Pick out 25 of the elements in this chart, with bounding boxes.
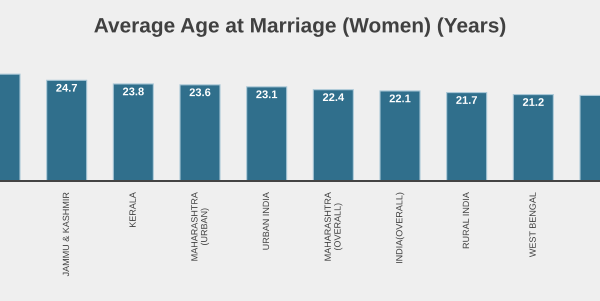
data-label: 23.8	[122, 88, 144, 96]
x-tick-label: WEST BENGAL	[529, 192, 536, 258]
data-label: 23.6	[190, 88, 210, 96]
bar	[379, 90, 421, 181]
bar	[179, 84, 221, 181]
bar	[246, 86, 288, 181]
bar	[46, 80, 88, 181]
x-tick-label: JAMMU & KASHMIR	[62, 192, 70, 276]
bar	[512, 94, 554, 181]
x-tick-label: MAHARASHTRA (URBAN)	[191, 192, 210, 261]
data-label: 22.4	[322, 93, 344, 101]
x-tick-label: MAHARASHTRA (OVERALL)	[324, 192, 342, 261]
data-label: 22.1	[390, 94, 411, 102]
x-tick-label: INDIA(OVERALL)	[396, 192, 404, 264]
bar	[112, 83, 154, 181]
x-tick-label: URBAN INDIA	[262, 192, 270, 250]
data-label: 21.7	[456, 96, 477, 104]
x-tick-label: RURAL INDIA	[462, 192, 470, 248]
data-label: 23.1	[256, 90, 278, 98]
bar	[446, 92, 488, 181]
bar	[312, 89, 354, 181]
data-label: 24.7	[56, 84, 77, 92]
chart-title: Average Age at Marriage (Women) (Years)	[94, 17, 506, 37]
x-tick-label: KERALA	[129, 192, 136, 227]
data-label: 21.2	[522, 98, 544, 106]
